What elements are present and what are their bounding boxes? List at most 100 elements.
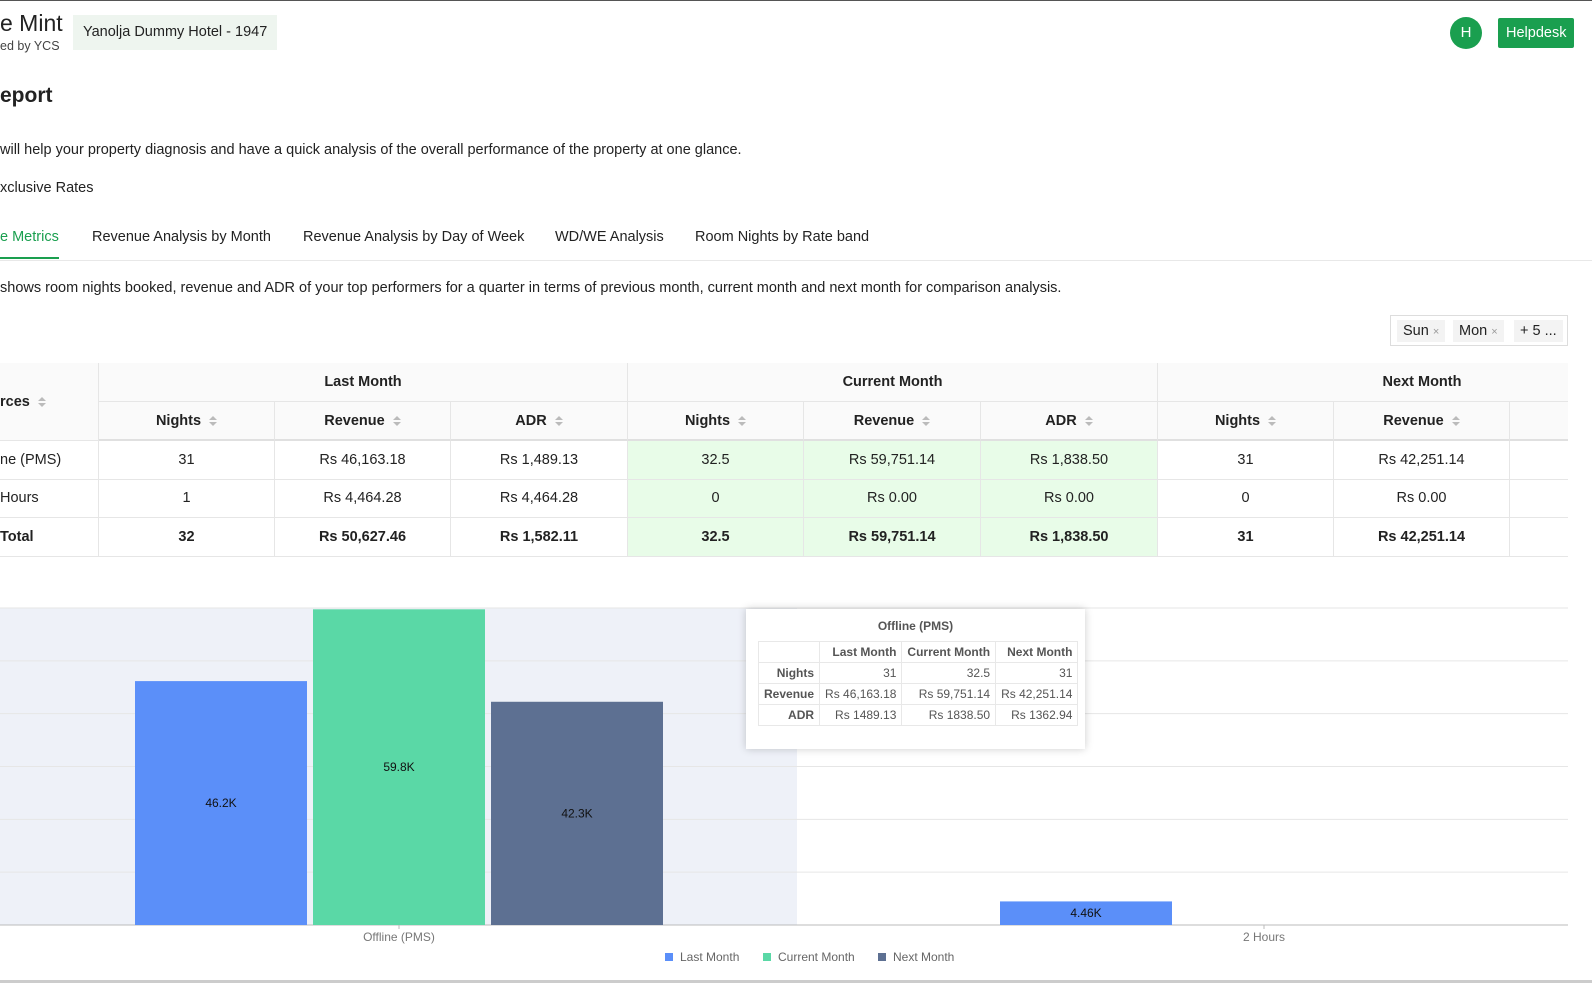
- value-label: 59.8K: [383, 760, 414, 774]
- day-tag[interactable]: Mon ×: [1453, 320, 1504, 342]
- tooltip-cell: Rs 1838.50: [901, 704, 997, 726]
- tooltip-row-label: ADR: [757, 704, 821, 726]
- source-header-text: rces: [0, 393, 30, 410]
- bar: [1000, 901, 1172, 925]
- value-cell: R: [1510, 441, 1568, 480]
- column-header[interactable]: ADR: [451, 402, 628, 441]
- value-cell: 31: [1158, 441, 1334, 480]
- value-cell-text: Rs 0.00: [867, 490, 917, 507]
- tooltip-cell: 31: [819, 662, 903, 684]
- value-cell: Rs 50,627.46: [275, 518, 451, 557]
- column-header-text: Nights: [1214, 412, 1261, 429]
- sort-arrows: [37, 396, 46, 407]
- tooltip-table: Last Month Current Month Next Month Nights 3…: [757, 641, 1079, 726]
- column-header[interactable]: [1510, 402, 1568, 441]
- x-tick-label: 2 Hours: [1243, 930, 1285, 944]
- sort-icon[interactable]: [1268, 415, 1277, 427]
- source-cell: Hours: [0, 479, 99, 518]
- value-cell: Rs 42,251.14: [1334, 518, 1510, 557]
- tooltip-row-label: Revenue: [757, 683, 821, 705]
- group-header-text: Current Month: [842, 374, 943, 390]
- value-cell-text: Rs 4,464.28: [323, 490, 402, 507]
- sort-arrows: [1268, 415, 1277, 426]
- tab[interactable]: Revenue Analysis by Month: [92, 229, 271, 245]
- tab[interactable]: e Metrics: [0, 229, 59, 259]
- tag-text: Mon: [1459, 323, 1488, 339]
- value-cell: 31: [99, 441, 275, 480]
- tag-remove[interactable]: ×: [1432, 326, 1440, 338]
- column-header[interactable]: Revenue: [1334, 402, 1510, 441]
- value-cell: 31: [1158, 518, 1334, 557]
- value-cell: Rs 4,464.28: [451, 479, 628, 518]
- bottom-scrollbar: [0, 980, 1592, 983]
- helpdesk-button[interactable]: Helpdesk: [1498, 18, 1575, 48]
- hotel-selector[interactable]: Yanolja Dummy Hotel - 1947: [73, 15, 278, 50]
- value-cell: Rs 46,163.18: [275, 441, 451, 480]
- column-header-text: ADR: [515, 412, 547, 429]
- column-header[interactable]: Nights: [99, 402, 275, 441]
- tag-remove[interactable]: ×: [1491, 326, 1498, 338]
- value-cell: 32.5: [628, 518, 804, 557]
- sort-arrows: [1084, 415, 1093, 426]
- tab[interactable]: Revenue Analysis by Day of Week: [303, 229, 525, 245]
- source-cell: ne (PMS): [0, 441, 99, 480]
- tag-text: Sun: [1403, 323, 1429, 339]
- tooltip-column: Last Month: [819, 641, 903, 663]
- value-cell-text: 31: [1237, 451, 1254, 468]
- tooltip-corner: [757, 641, 821, 663]
- value-cell-text: 32.5: [701, 528, 730, 545]
- legend-swatch: [665, 953, 673, 961]
- source-cell-text: Hours: [0, 490, 39, 507]
- tooltip-row-label: Nights: [757, 662, 821, 684]
- column-header[interactable]: Nights: [1158, 402, 1334, 441]
- source-header[interactable]: rces: [0, 363, 99, 441]
- sort-icon[interactable]: [922, 415, 931, 427]
- sort-arrows: [392, 415, 401, 426]
- value-cell: Rs 1,489.13: [451, 441, 628, 480]
- tooltip: Offline (PMS) Last Month Current Month Next…: [746, 609, 1085, 749]
- day-tag[interactable]: Sun ×: [1397, 320, 1446, 342]
- value-cell: Rs 42,251.14: [1334, 441, 1510, 480]
- sort-icon[interactable]: [738, 415, 747, 427]
- value-cell-text: Rs 4,464.28: [499, 490, 579, 507]
- sort-icon[interactable]: [554, 415, 563, 427]
- value-cell: 32: [99, 518, 275, 557]
- value-cell-text: Rs 0.00: [1396, 490, 1447, 507]
- column-header-text: Nights: [684, 412, 731, 429]
- group-header: Next Month: [1158, 363, 1568, 402]
- value-cell-text: Rs 1,582.11: [499, 528, 579, 545]
- avatar[interactable]: H: [1450, 17, 1482, 49]
- more-tags[interactable]: + 5 ...: [1514, 320, 1563, 342]
- group-header-text: Last Month: [324, 374, 402, 390]
- brand-sub: ed by YCS: [0, 39, 60, 53]
- tab[interactable]: WD/WE Analysis: [555, 229, 664, 245]
- tooltip-cell: Rs 1362.94: [995, 704, 1079, 726]
- sort-icon[interactable]: [392, 415, 401, 427]
- column-header[interactable]: Nights: [628, 402, 804, 441]
- value-cell-text: Rs 50,627.46: [318, 528, 407, 545]
- column-header[interactable]: ADR: [981, 402, 1158, 441]
- column-header[interactable]: Revenue: [804, 402, 981, 441]
- value-cell: Rs 1,838.50: [981, 441, 1158, 480]
- tab[interactable]: Room Nights by Rate band: [695, 229, 870, 245]
- tooltip-header-row: Last Month Current Month Next Month: [757, 641, 1079, 663]
- value-label: 4.46K: [1070, 906, 1101, 920]
- value-cell: [1510, 480, 1568, 518]
- rate-filter[interactable]: xclusive Rates: [0, 180, 94, 196]
- sort-arrows: [1451, 415, 1460, 426]
- tooltip-title: Offline (PMS): [877, 619, 954, 633]
- column-header[interactable]: Revenue: [275, 402, 451, 441]
- column-header-text: ADR: [1045, 412, 1077, 429]
- value-cell-text: 0: [711, 490, 720, 507]
- sort-icon[interactable]: [1451, 415, 1460, 427]
- value-cell-text: Rs 42,251.14: [1377, 528, 1466, 545]
- group-header: Last Month: [99, 363, 628, 402]
- sort-icon[interactable]: [209, 415, 218, 427]
- page-title: eport: [0, 84, 53, 107]
- sort-icon[interactable]: [37, 396, 46, 408]
- sort-arrows: [922, 415, 931, 426]
- value-cell: 32.5: [628, 441, 804, 480]
- value-cell-text: 31: [178, 451, 195, 468]
- tooltip-row: ADR Rs 1489.13 Rs 1838.50 Rs 1362.94: [757, 704, 1079, 726]
- sort-icon[interactable]: [1084, 415, 1093, 427]
